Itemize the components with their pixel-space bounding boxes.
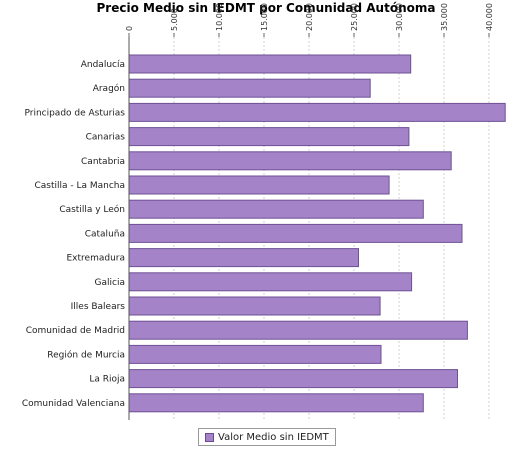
category-label: Comunidad Valenciana xyxy=(22,399,125,409)
x-axis-ticks: 0 5.000 10.000 15.000 20.000 25.000 30.000 35.0… xyxy=(125,3,494,37)
x-tick-label: 15.000 xyxy=(260,3,269,31)
category-label: Región de Murcia xyxy=(47,349,125,360)
category-label: Galicia xyxy=(95,278,125,288)
x-tick-label: 20.000 xyxy=(305,3,314,31)
bar xyxy=(128,199,424,219)
bar xyxy=(128,102,506,122)
bar xyxy=(128,54,412,74)
bar xyxy=(128,248,359,268)
chart-title: Precio Medio sin IEDMT por Comunidad Aut… xyxy=(97,1,436,15)
category-label: Andalucía xyxy=(81,60,125,70)
bar xyxy=(128,320,468,340)
bar xyxy=(128,393,424,413)
x-tick-label: 30.000 xyxy=(395,3,404,31)
bar xyxy=(128,175,390,195)
x-tick-label: 25.000 xyxy=(350,3,359,31)
x-tick-label: 0 xyxy=(125,26,134,31)
category-label: La Rioja xyxy=(89,375,125,385)
legend-label: Valor Medio sin IEDMT xyxy=(218,431,329,443)
category-label: Cantabria xyxy=(81,157,125,167)
bar xyxy=(128,151,452,171)
x-tick-label: 5.000 xyxy=(170,8,179,31)
category-label: Principado de Asturias xyxy=(24,108,125,118)
category-label: Illes Balears xyxy=(71,302,126,312)
x-tick-label: 40.000 xyxy=(485,3,494,31)
bar xyxy=(128,369,458,389)
bar xyxy=(128,296,381,316)
category-label: Castilla - La Mancha xyxy=(34,181,125,191)
category-label: Canarias xyxy=(86,133,126,143)
category-label: Comunidad de Madrid xyxy=(26,326,125,336)
legend-swatch xyxy=(205,432,214,442)
bar xyxy=(128,344,382,364)
category-label: Aragón xyxy=(93,83,125,94)
category-labels: Andalucía Aragón Principado de Asturias Can… xyxy=(22,60,125,409)
x-tick-label: 10.000 xyxy=(215,3,224,31)
category-label: Cataluña xyxy=(85,229,125,239)
category-label: Extremadura xyxy=(67,254,126,264)
bar xyxy=(128,272,413,292)
bars xyxy=(128,54,506,413)
bar xyxy=(128,127,410,147)
bar xyxy=(128,78,371,98)
legend: Valor Medio sin IEDMT xyxy=(198,428,336,446)
x-tick-label: 35.000 xyxy=(440,3,449,31)
bar xyxy=(128,223,463,243)
category-label: Castilla y León xyxy=(59,204,125,215)
